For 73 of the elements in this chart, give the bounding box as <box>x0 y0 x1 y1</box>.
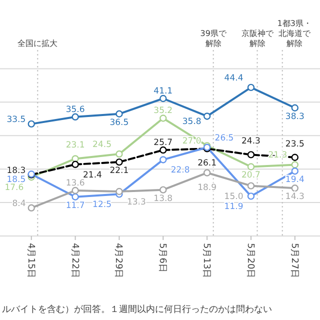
ref-line-label: 京阪神で解除 <box>241 29 274 48</box>
data-label: 26.1 <box>198 158 217 169</box>
point <box>72 160 79 168</box>
data-label: 25.7 <box>154 138 173 148</box>
x-tick-label: 5月13日 <box>201 243 212 278</box>
x-tick-label: 5月20日 <box>244 243 255 278</box>
x-tick-label: 4月22日 <box>69 243 80 278</box>
data-label: 24.3 <box>242 136 260 147</box>
data-label: 12.5 <box>92 200 112 210</box>
x-tick-label: 5月27日 <box>288 243 299 278</box>
data-label: 36.5 <box>110 118 129 128</box>
data-label: 18.9 <box>198 182 217 193</box>
data-label: 38.3 <box>285 112 304 122</box>
data-label: 13.8 <box>154 194 173 204</box>
point <box>72 186 79 194</box>
data-label: 15.0 <box>224 192 244 202</box>
data-label: 11.7 <box>66 200 85 211</box>
data-label: 24.5 <box>92 140 112 150</box>
data-label: 22.8 <box>170 166 190 176</box>
data-label: 21.4 <box>83 170 102 180</box>
data-label: 20.7 <box>242 170 260 181</box>
point <box>203 112 211 120</box>
point <box>203 169 211 176</box>
ref-line-label: 39県で解除 <box>200 29 228 48</box>
point <box>160 114 167 122</box>
point <box>160 146 167 154</box>
point <box>116 110 123 118</box>
point <box>116 188 123 196</box>
point <box>72 113 79 120</box>
data-label: 8.4 <box>12 198 26 209</box>
data-label: 11.9 <box>224 202 244 212</box>
point <box>72 193 79 200</box>
point <box>291 184 298 192</box>
point <box>72 155 79 162</box>
data-label: 14.3 <box>285 192 304 202</box>
x-tick-label: 4月29日 <box>113 243 124 278</box>
data-label: 22.1 <box>110 166 129 176</box>
data-label: 33.5 <box>6 114 26 125</box>
data-label: 35.8 <box>182 117 202 128</box>
data-label: 13.3 <box>126 198 146 208</box>
data-label: 23.5 <box>285 139 304 150</box>
data-label: 44.4 <box>224 73 244 84</box>
data-label: 18.3 <box>6 166 26 176</box>
data-label: 35.6 <box>66 104 85 115</box>
point <box>291 104 298 112</box>
point <box>160 156 167 164</box>
point <box>247 84 255 92</box>
point <box>116 150 123 158</box>
point <box>247 192 255 200</box>
point <box>116 158 123 166</box>
data-label: 26.5 <box>214 133 234 144</box>
point <box>160 186 167 194</box>
data-label: 17.6 <box>4 183 24 194</box>
x-tick-label: 5月6日 <box>157 243 168 272</box>
point <box>291 161 298 168</box>
data-label: 23.1 <box>66 140 85 151</box>
data-label: 35.2 <box>154 106 173 116</box>
ref-line-label: 1都3県・北海道で解除 <box>277 19 312 48</box>
point <box>28 120 35 128</box>
text: ルバイトを含む）が回答。１週間以内に何日行ったのかは問わない <box>2 304 272 315</box>
point <box>291 154 298 161</box>
point <box>160 94 167 102</box>
data-label: 13.6 <box>66 178 85 188</box>
x-tick-label: 4月15日 <box>25 243 36 278</box>
data-label: 41.1 <box>154 86 173 96</box>
point <box>247 182 255 190</box>
data-label: 27.0 <box>182 136 202 147</box>
point <box>291 168 298 175</box>
ref-line-label: 全国に拡大 <box>18 39 58 48</box>
point <box>247 151 255 158</box>
point <box>28 204 35 212</box>
point <box>247 163 255 170</box>
data-label: 19.4 <box>285 175 304 186</box>
